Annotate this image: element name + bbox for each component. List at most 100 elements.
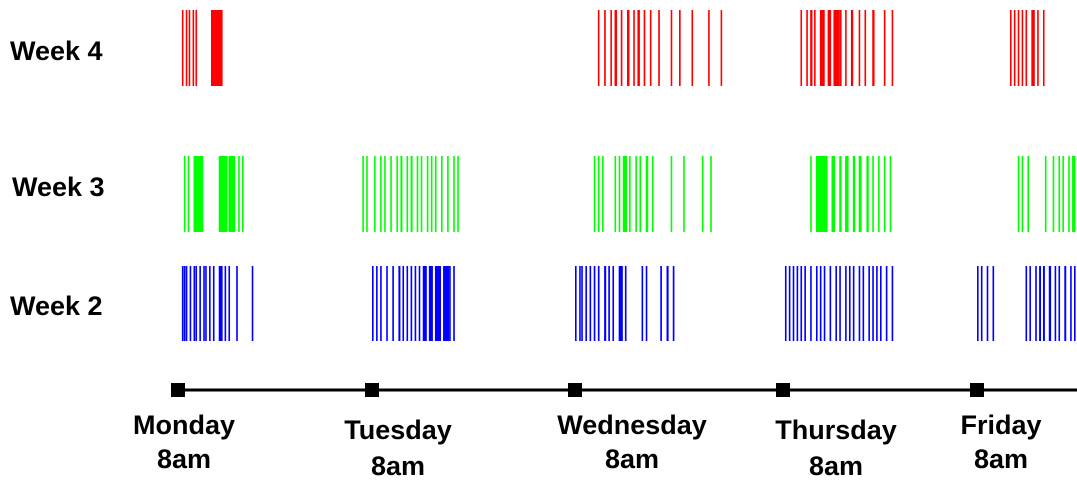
event-bar	[618, 156, 621, 232]
event-bar	[810, 266, 812, 341]
event-bar	[1025, 266, 1028, 341]
event-bar	[434, 156, 437, 232]
event-bar	[831, 156, 835, 232]
event-bar	[192, 10, 195, 86]
event-bar	[608, 266, 610, 341]
series-row-week-3: Week 3	[12, 156, 1076, 232]
tick-label-time: 8am	[605, 444, 659, 474]
event-bar	[880, 266, 882, 341]
event-bar	[612, 266, 615, 341]
event-bar	[827, 10, 832, 86]
event-bar	[181, 10, 184, 86]
event-bar	[1048, 266, 1052, 341]
tick-marker	[171, 383, 185, 397]
event-bar	[839, 156, 842, 232]
event-bar	[868, 266, 870, 341]
series-row-week-4: Week 4	[10, 10, 1045, 86]
event-bar	[839, 10, 842, 86]
tick-label-day: Wednesday	[557, 410, 707, 440]
event-bar	[597, 266, 600, 341]
event-bar	[819, 266, 822, 341]
event-bar	[185, 266, 188, 341]
event-bar	[872, 156, 874, 232]
event-bar	[1042, 266, 1045, 341]
event-bar	[195, 266, 198, 341]
event-bar	[210, 10, 223, 86]
event-rows: Week 4 Week 3 Week 2	[10, 10, 1076, 341]
event-bar	[883, 156, 886, 232]
event-bar	[701, 156, 704, 232]
tick-label-day: Thursday	[775, 415, 897, 445]
event-bar	[633, 10, 635, 86]
event-bar	[645, 156, 649, 232]
event-bar	[420, 156, 423, 232]
event-bar	[400, 156, 403, 232]
event-bar	[800, 10, 803, 86]
tick-marker	[568, 383, 582, 397]
event-bar	[457, 156, 459, 232]
event-bar	[1035, 266, 1037, 341]
event-bar	[1042, 10, 1045, 86]
tick-label-time: 8am	[974, 444, 1028, 474]
tick-label-time: 8am	[809, 451, 863, 481]
event-bar	[829, 266, 832, 341]
event-bar	[1037, 10, 1039, 86]
event-bar	[376, 266, 378, 341]
event-bar	[666, 266, 669, 341]
event-bar	[209, 266, 211, 341]
event-bar	[1025, 10, 1028, 86]
event-bar	[691, 10, 694, 86]
event-bar	[205, 266, 207, 341]
event-bar	[224, 266, 227, 341]
event-bar	[187, 156, 190, 232]
event-bar	[593, 156, 596, 232]
event-bar	[185, 10, 188, 86]
event-bar	[384, 156, 386, 232]
event-bar	[815, 266, 818, 341]
event-bar	[1009, 10, 1012, 86]
event-bar	[710, 156, 712, 232]
event-bar	[885, 266, 888, 341]
event-bar	[251, 266, 254, 341]
event-bar	[823, 266, 826, 341]
event-bar	[986, 266, 989, 341]
event-bar	[1058, 156, 1061, 232]
event-bar	[447, 156, 449, 232]
event-bar	[878, 156, 880, 232]
event-bar	[236, 266, 238, 341]
event-bar	[362, 156, 364, 232]
event-bar	[889, 156, 892, 232]
event-bar	[720, 10, 723, 86]
event-bar	[426, 156, 429, 232]
event-bar	[183, 266, 186, 341]
event-bar	[575, 266, 577, 341]
event-bar	[366, 156, 368, 232]
event-bar	[883, 10, 886, 86]
event-bar	[597, 10, 600, 86]
event-bar	[380, 266, 382, 341]
event-bar	[1013, 10, 1016, 86]
event-bar	[866, 156, 869, 232]
event-bar	[810, 156, 812, 232]
event-bar	[398, 266, 401, 341]
event-bar	[1044, 156, 1047, 232]
event-bar	[891, 10, 894, 86]
series-label: Week 2	[10, 291, 103, 321]
event-bar	[679, 10, 681, 86]
event-bar	[1052, 156, 1055, 232]
event-bar	[392, 266, 394, 341]
event-bar	[1029, 266, 1031, 341]
event-bar	[614, 156, 617, 232]
event-bar	[428, 266, 433, 341]
event-bar	[658, 10, 660, 86]
event-bar	[453, 266, 455, 341]
event-bar	[864, 10, 867, 86]
event-bar	[788, 266, 791, 341]
event-bar	[193, 266, 196, 341]
event-bar	[848, 266, 851, 341]
event-bar	[1070, 266, 1072, 341]
event-bar	[614, 10, 618, 86]
event-bar	[620, 10, 623, 86]
event-bar	[449, 266, 451, 341]
